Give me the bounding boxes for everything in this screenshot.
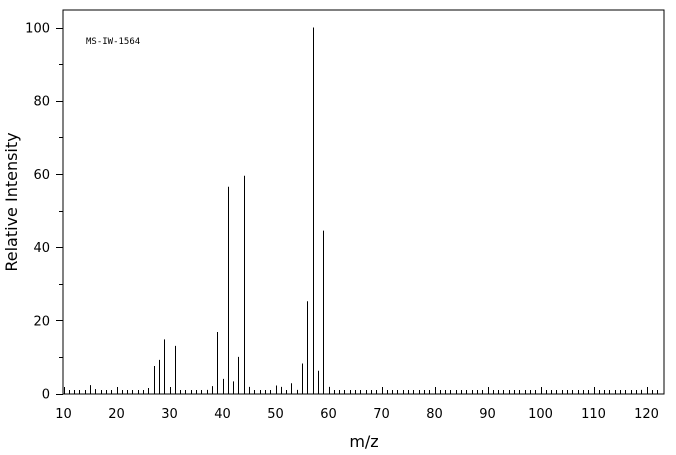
x-tick-label: 110 — [581, 407, 606, 422]
x-tick-label: 80 — [426, 407, 443, 422]
x-tick-label: 10 — [55, 407, 72, 422]
y-axis-label: Relative Intensity — [2, 132, 21, 271]
y-tick-label: 20 — [33, 314, 50, 329]
x-tick-label: 20 — [108, 407, 125, 422]
x-axis-label: m/z — [349, 432, 378, 451]
x-tick-label: 120 — [634, 407, 659, 422]
x-axis-ticks: 10 20 30 40 50 60 70 80 90 100 110 120 — [55, 387, 659, 422]
x-tick-label: 30 — [161, 407, 178, 422]
plot-frame — [62, 9, 665, 395]
y-tick-label: 0 — [42, 388, 50, 403]
spectrum-id-annotation: MS-IW-1564 — [86, 37, 140, 47]
x-tick-label: 100 — [528, 407, 553, 422]
y-tick-label: 60 — [33, 168, 50, 183]
x-tick-label: 90 — [479, 407, 496, 422]
y-axis-ticks: 0 20 40 60 80 100 — [25, 22, 63, 403]
x-tick-label: 60 — [320, 407, 337, 422]
y-tick-label: 80 — [33, 95, 50, 110]
x-tick-label: 40 — [214, 407, 231, 422]
spectrum-peaks — [90, 27, 642, 394]
x-tick-label: 70 — [373, 407, 390, 422]
y-tick-label: 40 — [33, 241, 50, 256]
y-tick-label: 100 — [25, 22, 50, 37]
x-tick-label: 50 — [267, 407, 284, 422]
